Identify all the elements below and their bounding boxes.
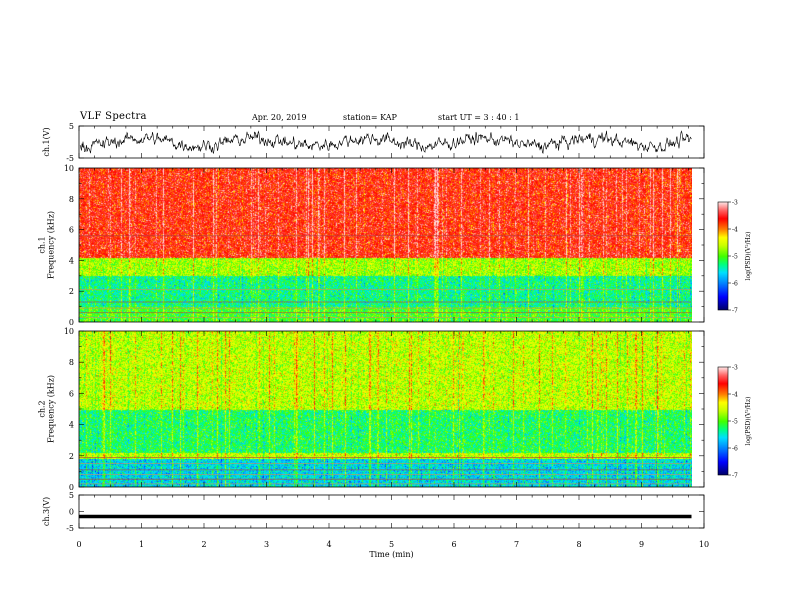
y-tick-label: 5 [69,491,74,500]
y-axis-label: Frequency (kHz) [47,211,56,279]
y-axis-label: ch.1(V) [42,127,51,156]
y-axis-label: ch.2 [38,400,47,417]
x-tick-label: 4 [326,540,331,549]
x-axis-label: Time (min) [369,550,413,559]
colorbar-tick-label: -3 [732,365,738,372]
y-tick-label: 0 [69,483,74,492]
x-tick-label: 5 [389,540,394,549]
y-tick-label: 2 [69,287,74,296]
figure-title: VLF Spectra [80,111,147,122]
y-tick-label: 0 [69,508,74,517]
y-tick-label: 2 [69,452,74,461]
y-axis-label: Frequency (kHz) [47,375,56,443]
y-tick-label: 6 [69,389,74,398]
x-tick-label: 10 [699,540,709,549]
colorbar-tick-label: -5 [732,419,738,426]
x-tick-label: 6 [451,540,456,549]
colorbar-tick-label: -7 [732,308,738,315]
x-tick-label: 8 [576,540,581,549]
start-time-label: start UT = 3 : 40 : 1 [438,113,520,122]
y-tick-label: 10 [64,327,74,336]
x-tick-label: 9 [639,540,644,549]
colorbar-tick-label: -5 [732,254,738,261]
date-label: Apr. 20, 2019 [252,113,307,122]
y-tick-label: 5 [69,122,74,131]
colorbar-tick-label: -4 [732,392,738,399]
y-tick-label: -5 [66,524,74,533]
x-tick-label: 2 [201,540,206,549]
y-tick-label: 0 [69,318,74,327]
y-axis-label: ch.3(V) [42,497,51,526]
y-tick-label: 4 [69,421,74,430]
x-tick-label: 3 [264,540,269,549]
ch2-spectrogram-image [79,331,692,487]
x-tick-label: 1 [139,540,144,549]
y-tick-label: -5 [66,154,74,163]
y-tick-label: 8 [69,195,74,204]
x-tick-label: 7 [514,540,519,549]
colorbar-label: log(PSD)(V²/Hz) [745,232,752,281]
y-tick-label: 6 [69,226,74,235]
colorbar-tick-label: -3 [732,200,738,207]
colorbar-tick-label: -6 [732,281,738,288]
y-tick-label: 8 [69,358,74,367]
x-tick-label: 0 [76,540,81,549]
y-tick-label: 10 [64,164,74,173]
colorbar-tick-label: -6 [732,446,738,453]
colorbar [718,367,728,475]
colorbar-tick-label: -4 [732,227,738,234]
ch1-waveform-line [79,130,692,155]
y-axis-label: ch.1 [38,236,47,253]
colorbar-label: log(PSD)(V²/Hz) [745,397,752,446]
station-label: station= KAP [343,113,397,122]
colorbar [718,202,728,310]
y-tick-label: 4 [69,256,74,265]
ch1-spectrogram-image [79,168,692,322]
colorbar-tick-label: -7 [732,473,738,480]
